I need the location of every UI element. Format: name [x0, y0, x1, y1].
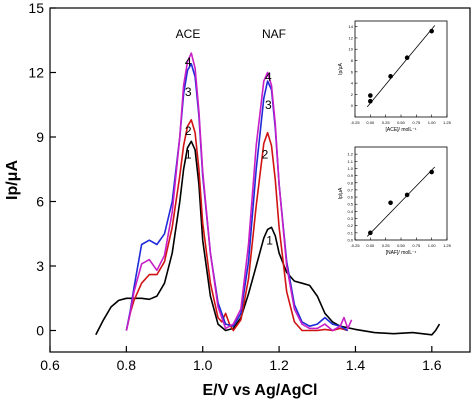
curve-labels: 1 2 3 4 1 2 3 4 [185, 55, 273, 247]
inset-y-tick-label: 2 [351, 92, 354, 97]
series-line-2 [125, 119, 349, 332]
x-axis: 0.6 0.8 1.0 1.2 1.4 1.6 [40, 346, 442, 373]
inset-naf-calibration: -0.25 0.00 0.25 0.50 0.75 1.00 1.25 0.0 0.1 0.2 0.… [338, 146, 452, 256]
series-line-4 [125, 52, 353, 332]
inset-data-point [388, 74, 393, 79]
inset-data-point [429, 28, 434, 34]
inset-x-tick-label: 0.50 [397, 243, 406, 248]
inset-data-point [368, 230, 373, 236]
x-tick-label: 1.0 [193, 357, 213, 373]
inset-x-tick-label: 0.75 [412, 243, 421, 248]
inset-y-tick-label: 0.6 [347, 195, 353, 200]
inset-x-tick-label: 0.25 [382, 243, 391, 248]
inset-y-tick-label: 12 [349, 35, 354, 40]
inset-y-tick-label: 0.3 [347, 216, 353, 221]
inset-y-tick-label: 0.8 [347, 180, 353, 185]
inset-x-tick-label: 0.50 [397, 120, 406, 125]
inset-y-tick-label: 0.7 [347, 187, 353, 192]
inset-y-tick-label: 0.2 [347, 223, 353, 228]
inset-y-axis-label: Ip/μA [338, 62, 344, 74]
y-axis: 0 3 6 9 12 15 [28, 0, 56, 339]
inset-y-tick-label: 4 [351, 81, 354, 86]
series-layer [95, 52, 441, 336]
inset-y-tick-label: 0.4 [347, 209, 353, 214]
inset-fit-line [366, 25, 436, 108]
inset-y-tick-label: 6 [351, 69, 354, 74]
y-tick-label: 3 [36, 258, 44, 274]
inset-y-tick-label: 0 [351, 103, 354, 108]
inset-data-point [388, 200, 393, 206]
y-tick-label: 9 [36, 129, 44, 145]
inset-y-axis-label: Ip/μA [338, 187, 344, 199]
inset-y-tick-label: 10 [349, 47, 354, 52]
x-tick-label: 0.6 [40, 357, 60, 373]
x-tick-label: 1.4 [346, 357, 366, 373]
inset-data-point [404, 55, 410, 61]
inset-x-tick-label: -0.25 [350, 120, 360, 125]
inset-y-tick-label: 14 [349, 24, 354, 29]
inset-x-tick-label: 1.25 [443, 243, 452, 248]
x-tick-label: 0.8 [117, 357, 137, 373]
y-tick-label: 12 [28, 65, 44, 81]
curve-label: 2 [262, 148, 269, 162]
inset-x-tick-label: 1.00 [428, 243, 437, 248]
curve-label: 4 [265, 70, 272, 84]
y-tick-label: 15 [28, 0, 44, 16]
curve-label: 3 [265, 98, 272, 112]
inset-x-axis-label: [ACE]/ molL⁻¹ [386, 127, 417, 133]
inset-x-tick-label: 1.00 [428, 120, 437, 125]
inset-fit-line [366, 166, 436, 237]
x-axis-label: E/V vs Ag/AgCl [203, 382, 318, 399]
inset-data-point [404, 192, 410, 198]
inset-y-tick-label: 0.0 [347, 238, 353, 243]
curve-label: 2 [185, 124, 192, 138]
inset-data-point [368, 93, 373, 98]
inset-x-axis-label: [NAF]/ molL⁻¹ [386, 250, 417, 256]
inset-x-tick-label: 1.25 [443, 120, 452, 125]
inset-x-tick-label: 0.00 [366, 120, 375, 125]
curve-label: 1 [266, 234, 273, 248]
inset-y-tick-label: 0.5 [347, 202, 353, 207]
curve-label: 3 [185, 85, 192, 99]
inset-frame [354, 146, 448, 241]
y-tick-label: 0 [36, 323, 44, 339]
inset-data-point [429, 169, 434, 175]
inset-ace-calibration: -0.25 0.00 0.25 0.50 0.75 1.00 1.25 0 2 4 6 8 10 12 14… [338, 20, 452, 133]
inset-y-tick-label: 1.1 [347, 159, 353, 164]
inset-y-tick-label: 0.9 [347, 173, 353, 178]
y-axis-label: Ip/μA [4, 160, 21, 200]
x-tick-label: 1.2 [269, 357, 289, 373]
y-tick-label: 6 [36, 194, 44, 210]
curve-label: 1 [185, 148, 192, 162]
inset-x-tick-label: 0.75 [412, 120, 421, 125]
plot-frame [49, 7, 471, 353]
curve-label: 4 [185, 55, 192, 69]
inset-y-tick-label: 1.2 [347, 152, 353, 157]
inset-y-tick-label: 1.0 [347, 166, 353, 171]
inset-x-tick-label: 0.00 [366, 243, 375, 248]
x-tick-label: 1.6 [422, 357, 442, 373]
inset-x-tick-label: 0.25 [382, 120, 391, 125]
inset-x-tick-label: -0.25 [350, 243, 360, 248]
series-line-3 [125, 63, 349, 332]
annotation-naf: NAF [262, 27, 286, 41]
inset-data-point [368, 98, 373, 104]
inset-y-tick-label: 8 [351, 58, 354, 63]
inset-y-tick-label: 0.1 [347, 230, 353, 235]
annotation-ace: ACE [176, 27, 201, 41]
